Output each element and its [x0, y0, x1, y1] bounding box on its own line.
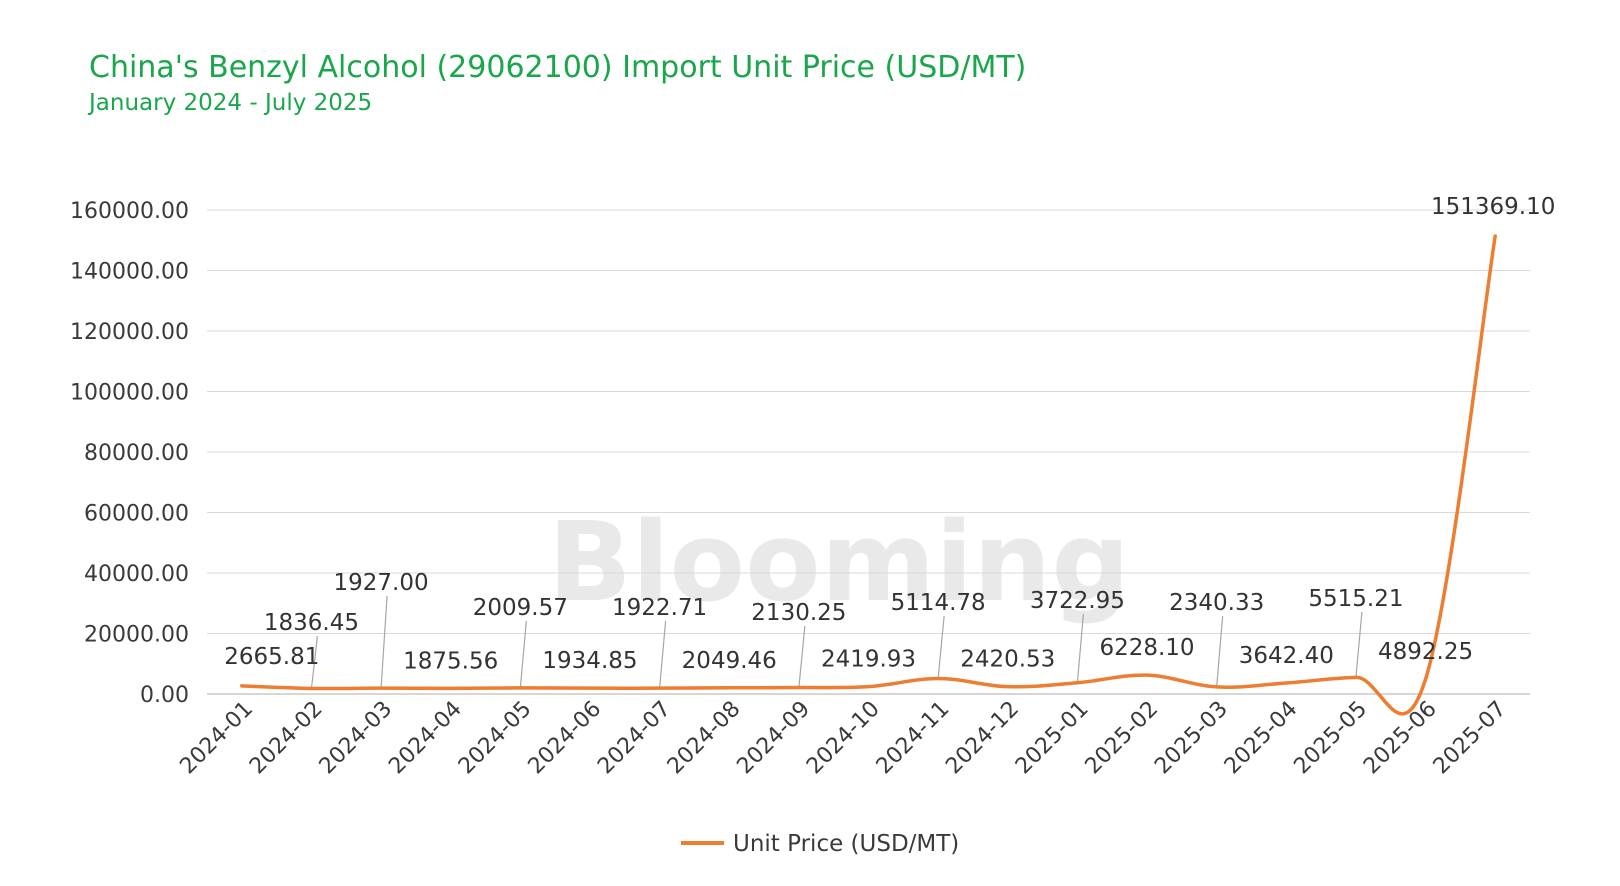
leader-line: [1076, 613, 1084, 683]
data-label: 1836.45: [264, 610, 359, 636]
x-tick-label: 2024-01: [175, 697, 258, 780]
chart-subtitle: January 2024 - July 2025: [89, 90, 373, 116]
grid-lines: [207, 209, 1530, 695]
data-label: 151369.10: [1431, 194, 1555, 220]
x-tick-label: 2024-04: [384, 697, 467, 780]
leader-line: [380, 595, 388, 689]
x-tick-label: 2024-09: [732, 697, 815, 780]
leader-line: [937, 615, 945, 679]
x-tick-label: 2024-12: [941, 697, 1024, 780]
leader-line: [1216, 615, 1224, 687]
data-label: 1934.85: [542, 648, 637, 674]
x-tick-label: 2025-07: [1429, 697, 1512, 780]
leader-line: [519, 620, 527, 688]
watermark-text: Blooming: [548, 498, 1130, 626]
data-label: 4892.25: [1378, 639, 1473, 665]
y-tick-label: 140000.00: [70, 260, 189, 285]
y-tick-label: 60000.00: [84, 502, 189, 527]
data-label: 2420.53: [960, 647, 1055, 673]
y-tick-label: 160000.00: [70, 199, 189, 224]
data-label: 2340.33: [1169, 590, 1264, 616]
x-tick-label: 2025-06: [1359, 697, 1442, 780]
y-tick-label: 40000.00: [84, 562, 189, 587]
x-tick-label: 2024-06: [524, 697, 607, 780]
data-label: 1875.56: [403, 648, 498, 674]
chart-title: China's Benzyl Alcohol (29062100) Import…: [89, 50, 1027, 85]
x-tick-label: 2024-03: [315, 697, 398, 780]
y-tick-label: 80000.00: [84, 441, 189, 466]
data-label: 2665.81: [224, 644, 319, 670]
data-label: 5114.78: [891, 590, 986, 616]
x-tick-label: 2025-05: [1289, 697, 1372, 780]
series-lines: [240, 234, 1497, 716]
x-tick-label: 2024-05: [454, 697, 537, 780]
data-label: 3722.95: [1030, 588, 1125, 614]
series-line-unit-price: [240, 234, 1497, 716]
data-label: 1927.00: [334, 570, 429, 596]
legend: Unit Price (USD/MT): [681, 831, 959, 857]
data-label: 6228.10: [1099, 635, 1194, 661]
data-labels: 2665.81 1836.45 1927.00 1875.56 2009.57 1934.…: [224, 194, 1555, 674]
y-tick-label: 20000.00: [84, 623, 189, 648]
leader-line: [659, 620, 667, 689]
x-tick-label: 2024-07: [593, 697, 676, 780]
leader-line: [310, 635, 319, 689]
x-tick-label: 2024-10: [802, 697, 885, 780]
x-tick-label: 2025-02: [1081, 697, 1164, 780]
x-tick-label: 2024-02: [245, 697, 328, 780]
data-label: 2130.25: [751, 600, 846, 626]
data-label: 5515.21: [1308, 586, 1403, 612]
data-label: 2009.57: [473, 595, 568, 621]
y-tick-label: 0.00: [140, 683, 189, 708]
leader-line: [798, 625, 806, 688]
x-tick-label: 2024-08: [663, 697, 746, 780]
x-axis: 2024-012024-022024-032024-042024-052024-…: [175, 697, 1511, 780]
leader-line: [1355, 611, 1363, 678]
label-leader-lines: [310, 595, 1363, 689]
data-label: 1922.71: [612, 595, 707, 621]
legend-label: Unit Price (USD/MT): [733, 831, 959, 857]
x-tick-label: 2024-11: [872, 697, 955, 780]
y-tick-label: 120000.00: [70, 320, 189, 345]
y-axis: 0.00 20000.00 40000.00 60000.00 80000.00 1000…: [70, 199, 189, 708]
data-label: 3642.40: [1239, 643, 1334, 669]
x-tick-label: 2025-03: [1150, 697, 1233, 780]
x-tick-label: 2025-01: [1011, 697, 1094, 780]
y-tick-label: 100000.00: [70, 381, 189, 406]
x-tick-label: 2025-04: [1220, 697, 1303, 780]
data-label: 2049.46: [682, 648, 777, 674]
data-label: 2419.93: [821, 647, 916, 673]
